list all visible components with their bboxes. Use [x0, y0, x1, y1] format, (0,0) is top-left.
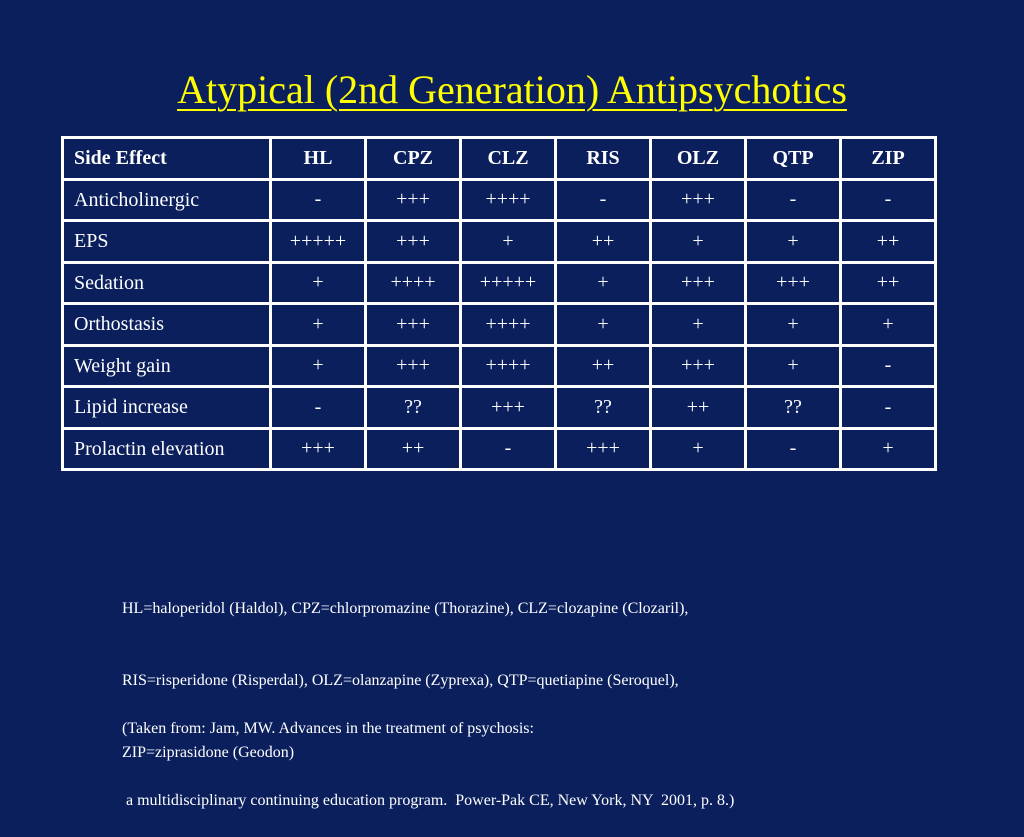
table-cell: +	[557, 305, 652, 347]
table-cell: +++	[462, 388, 557, 430]
table-cell: +	[842, 429, 937, 471]
table-cell: -	[557, 180, 652, 222]
table-cell: ??	[367, 388, 462, 430]
table-cell: ++	[842, 263, 937, 305]
table-cell: +++	[557, 429, 652, 471]
table-cell: +++	[652, 346, 747, 388]
table-cell: ++	[652, 388, 747, 430]
header-zip: ZIP	[842, 139, 937, 181]
table-cell: +++	[367, 222, 462, 264]
side-effects-table: Side Effect HL CPZ CLZ RIS OLZ QTP ZIP A…	[61, 136, 937, 471]
table-cell: +++++	[462, 263, 557, 305]
table-cell: +++++	[272, 222, 367, 264]
table-cell: -	[272, 180, 367, 222]
table-cell: ++++	[367, 263, 462, 305]
table-cell: ++	[367, 429, 462, 471]
row-label: Lipid increase	[64, 388, 272, 430]
table-cell: ++++	[462, 180, 557, 222]
row-label: Weight gain	[64, 346, 272, 388]
header-clz: CLZ	[462, 139, 557, 181]
header-qtp: QTP	[747, 139, 842, 181]
table-cell: +++	[652, 263, 747, 305]
table-cell: -	[747, 429, 842, 471]
header-hl: HL	[272, 139, 367, 181]
table-cell: ++	[842, 222, 937, 264]
source-citation: (Taken from: Jam, MW. Advances in the tr…	[122, 669, 734, 837]
table-cell: +	[747, 222, 842, 264]
table-header-row: Side Effect HL CPZ CLZ RIS OLZ QTP ZIP	[64, 139, 937, 181]
table-cell: +	[462, 222, 557, 264]
table-cell: -	[462, 429, 557, 471]
header-cpz: CPZ	[367, 139, 462, 181]
table-cell: +	[272, 263, 367, 305]
table-cell: -	[842, 346, 937, 388]
table-cell: +++	[272, 429, 367, 471]
table-cell: +++	[652, 180, 747, 222]
table-cell: +++	[747, 263, 842, 305]
table-cell: +	[272, 346, 367, 388]
table-cell: -	[747, 180, 842, 222]
table-cell: +	[652, 222, 747, 264]
table-cell: +	[747, 305, 842, 347]
table-row: Orthostasis + +++ ++++ + + + +	[64, 305, 937, 347]
table-cell: +++	[367, 180, 462, 222]
legend-line: ZIP=ziprasidone (Geodon)	[122, 744, 295, 761]
table-row: Sedation + ++++ +++++ + +++ +++ ++	[64, 263, 937, 305]
header-side-effect: Side Effect	[64, 139, 272, 181]
table-cell: +++	[367, 346, 462, 388]
table-cell: ++++	[462, 346, 557, 388]
table-row: Anticholinergic - +++ ++++ - +++ - -	[64, 180, 937, 222]
abbreviation-legend: HL=haloperidol (Haldol), CPZ=chlorpromaz…	[122, 549, 688, 789]
row-label: Orthostasis	[64, 305, 272, 347]
table-cell: -	[842, 180, 937, 222]
header-ris: RIS	[557, 139, 652, 181]
table-cell: ++	[557, 222, 652, 264]
table-cell: ??	[747, 388, 842, 430]
row-label: EPS	[64, 222, 272, 264]
citation-line: a multidisciplinary continuing education…	[122, 792, 735, 809]
table-cell: +	[272, 305, 367, 347]
table-cell: +	[842, 305, 937, 347]
table-cell: -	[842, 388, 937, 430]
table-cell: -	[272, 388, 367, 430]
legend-line: RIS=risperidone (Risperdal), OLZ=olanzap…	[122, 672, 679, 689]
row-label: Sedation	[64, 263, 272, 305]
row-label: Anticholinergic	[64, 180, 272, 222]
table-cell: ++	[557, 346, 652, 388]
row-label: Prolactin elevation	[64, 429, 272, 471]
table-cell: +++	[367, 305, 462, 347]
table-row: EPS +++++ +++ + ++ + + ++	[64, 222, 937, 264]
table-row: Weight gain + +++ ++++ ++ +++ + -	[64, 346, 937, 388]
header-olz: OLZ	[652, 139, 747, 181]
table-cell: ??	[557, 388, 652, 430]
table-cell: +	[557, 263, 652, 305]
table-row: Prolactin elevation +++ ++ - +++ + - +	[64, 429, 937, 471]
table-cell: +	[652, 305, 747, 347]
table-cell: ++++	[462, 305, 557, 347]
citation-line: (Taken from: Jam, MW. Advances in the tr…	[122, 720, 534, 737]
table-row: Lipid increase - ?? +++ ?? ++ ?? -	[64, 388, 937, 430]
table-cell: +	[747, 346, 842, 388]
slide-title: Atypical (2nd Generation) Antipsychotics	[177, 67, 847, 112]
legend-line: HL=haloperidol (Haldol), CPZ=chlorpromaz…	[122, 600, 689, 617]
table-cell: +	[652, 429, 747, 471]
